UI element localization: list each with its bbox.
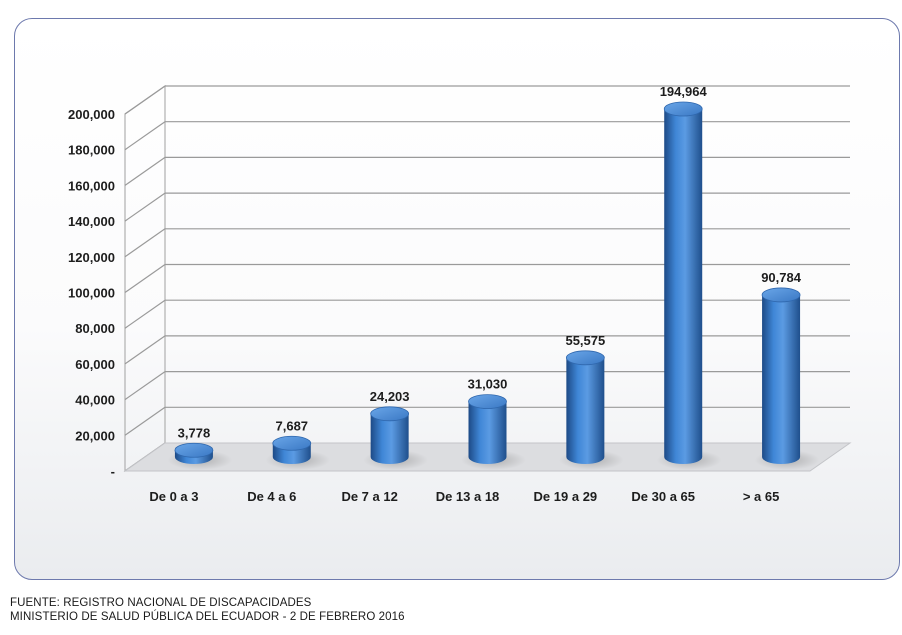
gridline-wall xyxy=(124,335,166,365)
bar-body xyxy=(566,357,605,464)
bar-top xyxy=(663,101,703,117)
y-tick-label: 140,000 xyxy=(68,214,115,229)
gridline-wall xyxy=(124,406,166,436)
bar xyxy=(167,442,233,470)
bar xyxy=(754,287,820,470)
gridline-wall xyxy=(124,85,166,115)
bar-top xyxy=(370,406,410,422)
y-tick-label: 120,000 xyxy=(68,250,115,265)
y-tick-label: 200,000 xyxy=(68,107,115,122)
bar xyxy=(461,394,526,470)
data-labels: 3,778 7,687 24,203 31,030 55,575 194,964 90,78… xyxy=(178,84,802,440)
x-axis-ticks: De 0 a 3 De 4 a 6 De 7 a 12 De 13 a 18 De 19… xyxy=(149,489,779,504)
x-tick-label: De 7 a 12 xyxy=(341,489,397,504)
bar xyxy=(559,350,624,470)
gridlines xyxy=(124,84,850,473)
bar xyxy=(656,101,722,470)
x-tick-label: De 30 a 65 xyxy=(631,489,695,504)
source-footnote: FUENTE: REGISTRO NACIONAL DE DISCAPACIDA… xyxy=(10,596,405,624)
x-tick-label: De 0 a 3 xyxy=(149,489,198,504)
bars xyxy=(167,101,820,470)
bar-body xyxy=(370,413,409,464)
bar-top xyxy=(761,287,801,303)
chart-panel: - 20,000 40,000 60,000 80,000 100,000 120,000 1… xyxy=(14,18,900,580)
gridline-wall xyxy=(124,121,166,151)
bar-top xyxy=(468,394,507,410)
y-tick-label: 60,000 xyxy=(75,357,115,372)
footnote-line-2: MINISTERIO DE SALUD PÚBLICA DEL ECUADOR … xyxy=(10,611,405,623)
data-label: 90,784 xyxy=(761,270,802,285)
y-tick-label: 100,000 xyxy=(68,286,115,301)
footnote-line-1: FUENTE: REGISTRO NACIONAL DE DISCAPACIDA… xyxy=(10,597,312,609)
gridline-wall xyxy=(124,371,166,401)
bar-body xyxy=(468,401,507,464)
data-label: 3,778 xyxy=(178,425,211,440)
bar-top xyxy=(174,442,214,458)
y-tick-label: 20,000 xyxy=(75,428,115,443)
bar-body xyxy=(762,294,801,464)
bar-top xyxy=(565,350,605,366)
data-label: 31,030 xyxy=(468,377,508,392)
data-label: 194,964 xyxy=(660,84,708,99)
bar-top xyxy=(272,435,312,451)
x-tick-label: De 4 a 6 xyxy=(247,489,296,504)
data-label: 24,203 xyxy=(370,389,410,404)
gridline-wall xyxy=(124,264,166,293)
gridline-wall xyxy=(124,228,166,258)
bar xyxy=(363,406,428,470)
gridline-wall xyxy=(124,156,166,186)
x-tick-label: De 13 a 18 xyxy=(436,489,500,504)
y-tick-label: 160,000 xyxy=(68,178,115,193)
data-label: 55,575 xyxy=(565,333,605,348)
gridline-wall xyxy=(124,192,166,222)
bar-chart: - 20,000 40,000 60,000 80,000 100,000 120,000 1… xyxy=(68,84,852,504)
x-tick-label: > a 65 xyxy=(743,489,780,504)
y-tick-label: - xyxy=(111,464,115,479)
data-label: 7,687 xyxy=(276,418,309,433)
y-tick-label: 180,000 xyxy=(68,143,115,158)
y-tick-label: 80,000 xyxy=(75,321,115,336)
bar xyxy=(265,435,331,470)
y-axis-ticks: - 20,000 40,000 60,000 80,000 100,000 120,000 1… xyxy=(68,107,115,479)
y-tick-label: 40,000 xyxy=(75,393,115,408)
gridline-wall xyxy=(124,299,166,329)
bar-body xyxy=(664,108,703,464)
x-tick-label: De 19 a 29 xyxy=(534,489,598,504)
